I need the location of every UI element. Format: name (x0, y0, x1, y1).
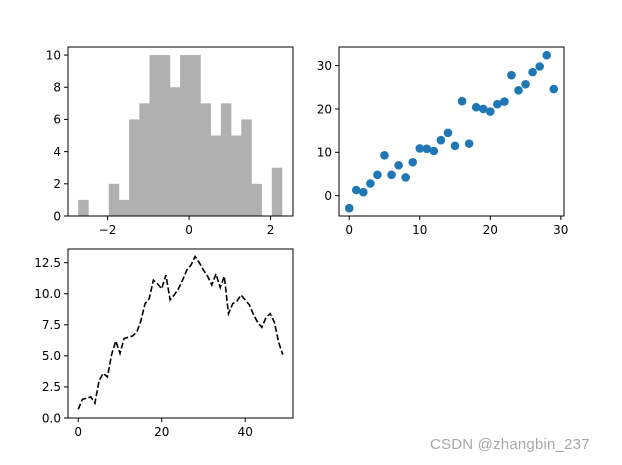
scatter-point (542, 50, 552, 60)
x-axis: −2 0 2 (99, 216, 275, 237)
scatter-point (500, 97, 509, 106)
histogram-bar (220, 103, 232, 216)
x-tick-label: 2 (267, 223, 275, 237)
x-tick-label: 40 (238, 425, 253, 439)
y-tick-label: 20 (317, 102, 332, 116)
scatter-point (549, 84, 559, 94)
scatter-point (521, 79, 530, 89)
histogram-bar (190, 55, 201, 216)
scatter-point (514, 86, 523, 95)
axes-frame (67, 46, 294, 217)
histogram-bar (159, 55, 171, 216)
scatter-point (485, 107, 495, 116)
plot-area (344, 50, 559, 213)
scatter-point (450, 141, 460, 151)
x-tick-label: 10 (412, 223, 427, 237)
y-tick-label: 0.0 (42, 411, 61, 425)
histogram-bar (108, 183, 120, 216)
scatter-point (457, 96, 467, 106)
scatter-point (359, 187, 368, 197)
histogram-bar (129, 119, 140, 216)
x-axis: 0 10 20 30 (345, 216, 568, 237)
scatter-point (387, 170, 396, 180)
histogram-bar (251, 183, 262, 216)
y-axis: 0 10 20 30 (317, 59, 339, 203)
scatter-point (464, 139, 474, 148)
dashed-line-series (77, 254, 284, 410)
histogram-bar (200, 103, 211, 216)
x-tick-label: 0 (345, 223, 353, 237)
scatter-point (373, 170, 382, 180)
y-tick-label: 30 (317, 59, 332, 73)
watermark-text: CSDN @zhangbin_237 (430, 436, 590, 453)
y-axis: 0.0 2.5 5.0 7.5 10.0 12.5 (34, 256, 68, 425)
scatter-point (422, 144, 432, 154)
histogram-bar (78, 199, 89, 216)
scatter-point (394, 161, 403, 170)
x-tick-label: 20 (154, 425, 169, 439)
histogram-bar (169, 87, 181, 216)
histogram-bar (271, 167, 283, 216)
x-tick-label: 20 (483, 223, 498, 237)
histogram-bar (139, 103, 150, 216)
histogram-bar (180, 55, 191, 216)
x-tick-label: 30 (553, 223, 568, 237)
line-plot-axes: 0 20 40 0.0 2.5 5.0 7.5 10.0 12.5 (34, 248, 294, 439)
y-axis: 0 2 4 6 8 10 (46, 48, 68, 223)
scatter-point (493, 99, 502, 109)
x-tick-label: 0 (74, 425, 82, 439)
plot-area (78, 55, 283, 216)
y-tick-label: 12.5 (34, 256, 61, 270)
scatter-point (344, 203, 354, 213)
scatter-point (351, 185, 361, 195)
x-axis: 0 20 40 (74, 418, 253, 439)
histogram-bar (210, 135, 222, 216)
scatter-point (443, 128, 453, 138)
scatter-point (478, 104, 488, 114)
x-tick-label: −2 (99, 223, 117, 237)
scatter-point (507, 70, 516, 80)
scatter-point (415, 144, 425, 153)
scatter-point (380, 151, 389, 160)
histogram-axes: −2 0 2 0 2 4 6 8 10 (46, 46, 294, 237)
y-tick-label: 4 (53, 145, 61, 159)
axes-frame (67, 248, 294, 419)
y-tick-label: 10.0 (34, 287, 61, 301)
scatter-point (471, 102, 481, 112)
y-tick-label: 0 (324, 189, 332, 203)
axes-frame (338, 46, 565, 217)
scatter-point (429, 146, 439, 156)
y-tick-label: 5.0 (42, 349, 61, 363)
y-tick-label: 2 (53, 177, 61, 191)
histogram-bar (149, 55, 161, 216)
y-tick-label: 8 (53, 81, 61, 95)
y-tick-label: 6 (53, 113, 61, 127)
x-tick-label: 0 (185, 223, 193, 237)
scatter-point (528, 67, 537, 77)
scatter-point (401, 173, 410, 182)
plot-area (77, 254, 284, 410)
y-tick-label: 0 (53, 209, 61, 223)
y-tick-label: 10 (46, 48, 61, 62)
histogram-bar (231, 135, 242, 216)
y-tick-label: 2.5 (42, 380, 61, 394)
scatter-axes: 0 10 20 30 0 10 20 30 (317, 46, 568, 237)
scatter-point (408, 157, 418, 167)
scatter-point (436, 135, 446, 145)
scatter-point (535, 62, 544, 71)
y-tick-label: 10 (317, 146, 332, 160)
histogram-bar (118, 199, 130, 216)
scatter-point (366, 179, 375, 188)
histogram-bar (241, 119, 252, 216)
y-tick-label: 7.5 (42, 318, 61, 332)
